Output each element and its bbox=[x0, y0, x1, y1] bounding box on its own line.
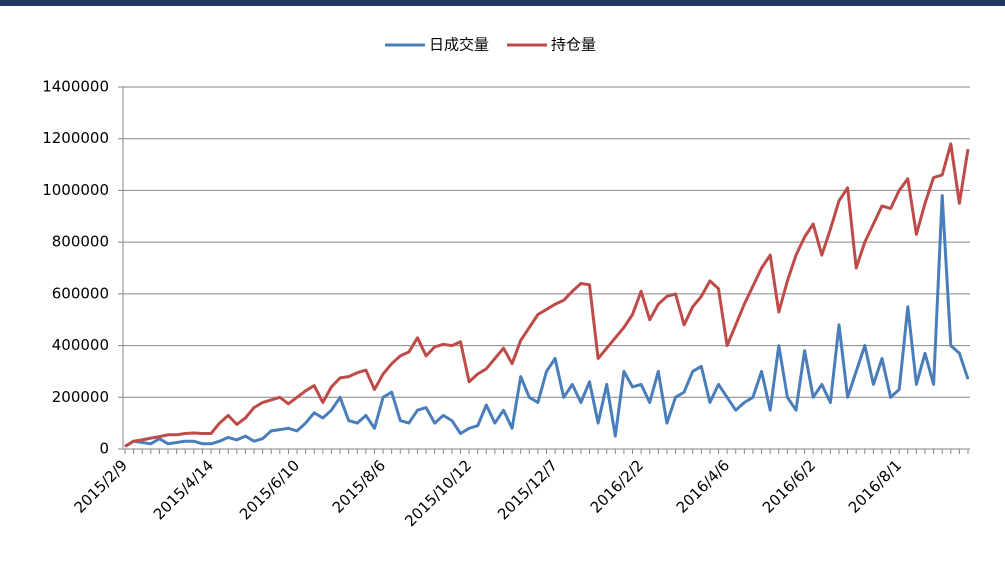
y-tick-label: 1400000 bbox=[42, 78, 109, 96]
x-tick-label: 2015/10/12 bbox=[401, 456, 475, 530]
top-bar bbox=[0, 0, 1005, 6]
y-tick-label: 600000 bbox=[52, 284, 109, 302]
x-tick-label: 2015/8/6 bbox=[329, 456, 389, 516]
legend-label: 日成交量 bbox=[429, 36, 489, 54]
x-tick-label: 2015/4/14 bbox=[150, 456, 217, 523]
x-tick-label: 2015/2/9 bbox=[71, 456, 131, 516]
x-tick-label: 2016/2/2 bbox=[587, 456, 647, 516]
x-tick-label: 2015/6/10 bbox=[236, 456, 303, 523]
x-tick-label: 2016/4/6 bbox=[673, 456, 733, 516]
y-tick-label: 1000000 bbox=[42, 181, 109, 199]
y-tick-label: 0 bbox=[99, 440, 109, 458]
series-line bbox=[124, 142, 970, 448]
y-tick-label: 800000 bbox=[52, 233, 109, 251]
legend-label: 持仓量 bbox=[551, 36, 596, 54]
x-tick-label: 2016/6/2 bbox=[759, 456, 819, 516]
y-tick-label: 400000 bbox=[52, 336, 109, 354]
series-line bbox=[124, 194, 970, 448]
x-tick-label: 2015/12/7 bbox=[494, 456, 561, 523]
y-tick-label: 200000 bbox=[52, 388, 109, 406]
x-tick-label: 2016/8/1 bbox=[845, 456, 905, 516]
y-tick-label: 1200000 bbox=[42, 129, 109, 147]
